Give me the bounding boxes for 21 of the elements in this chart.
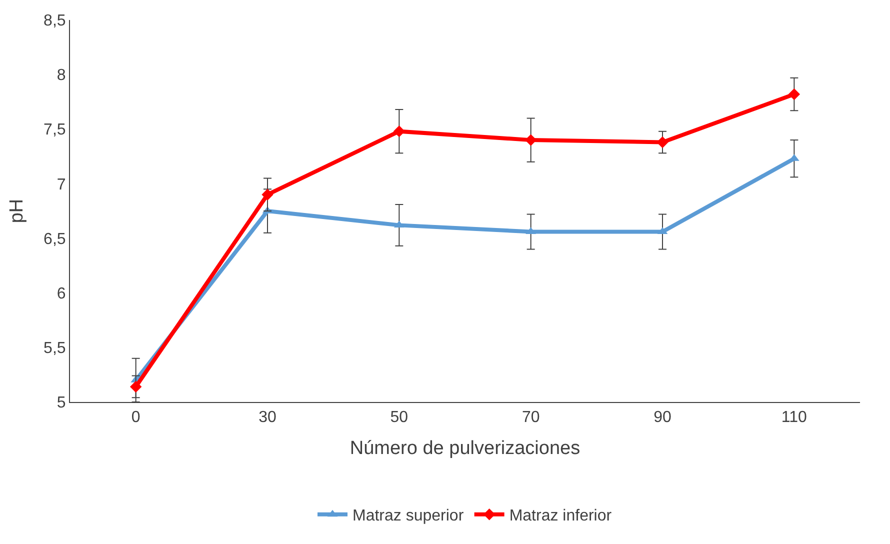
y-tick-label: 6 <box>56 285 66 302</box>
y-tick-label: 8 <box>56 67 66 84</box>
x-tick-label: 70 <box>522 409 540 426</box>
point <box>130 380 142 393</box>
x-axis-title: Número de pulverizaciones <box>350 438 580 459</box>
legend-label: Matraz superior <box>352 508 464 525</box>
y-tick-label: 7,5 <box>44 122 66 139</box>
y-tick-label: 5,5 <box>44 340 66 358</box>
x-tick-label: 90 <box>654 409 672 426</box>
y-tick-label: 6,5 <box>44 230 66 248</box>
y-tick-label: 5 <box>56 394 66 412</box>
x-tick-label: 30 <box>258 409 276 426</box>
legend-label: Matraz inferior <box>509 508 612 525</box>
y-axis-title: pH <box>6 198 28 224</box>
point <box>262 188 274 200</box>
y-tick-label: 8,5 <box>44 12 66 30</box>
x-tick-label: 50 <box>390 409 408 426</box>
point <box>788 88 800 100</box>
x-tick-label: 110 <box>781 409 808 426</box>
x-tick-label: 0 <box>131 409 140 426</box>
y-tick-label: 7 <box>56 176 66 194</box>
